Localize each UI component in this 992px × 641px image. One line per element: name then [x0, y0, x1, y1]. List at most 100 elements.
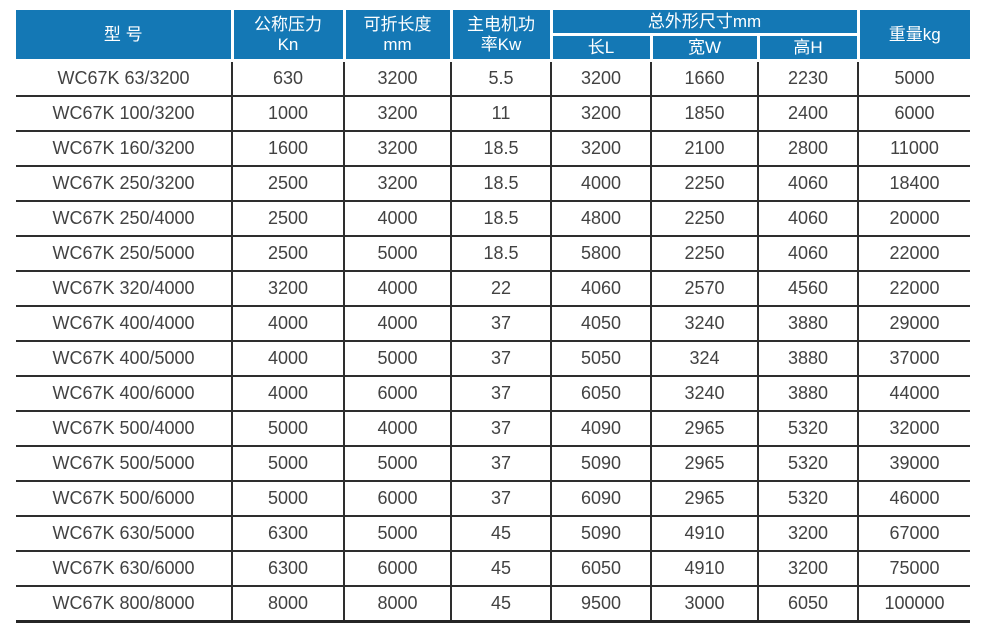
- cell-model: WC67K 800/8000: [16, 586, 232, 623]
- spec-table: 型 号 公称压力 Kn 可折长度 mm 主电机功 率Kw 总外形尺寸mm 重量k…: [16, 10, 971, 623]
- cell-height-h: 4060: [756, 166, 859, 202]
- cell-motor-power-kw: 37: [450, 341, 551, 377]
- cell-width-w: 2100: [650, 131, 758, 167]
- cell-width-w: 2250: [650, 201, 758, 237]
- table-row: WC67K 400/6000 4000 6000 37 6050 3240 38…: [16, 376, 971, 412]
- cell-motor-power-kw: 22: [450, 271, 551, 307]
- cell-motor-power-kw: 5.5: [450, 60, 551, 97]
- cell-pressure-kn: 6300: [231, 516, 344, 552]
- cell-length-l: 6050: [550, 376, 651, 412]
- cell-fold-length-mm: 5000: [343, 341, 451, 377]
- cell-width-w: 2965: [650, 481, 758, 517]
- cell-pressure-kn: 6300: [231, 551, 344, 587]
- cell-height-h: 5320: [756, 481, 859, 517]
- cell-width-w: 324: [650, 341, 758, 377]
- cell-width-w: 4910: [650, 551, 758, 587]
- cell-length-l: 6050: [550, 551, 651, 587]
- cell-width-w: 3240: [650, 376, 758, 412]
- cell-width-w: 1850: [650, 96, 758, 132]
- cell-weight-kg: 5000: [857, 60, 971, 97]
- cell-fold-length-mm: 6000: [343, 376, 451, 412]
- cell-motor-power-kw: 18.5: [450, 236, 551, 272]
- header-row-1: 型 号 公称压力 Kn 可折长度 mm 主电机功 率Kw 总外形尺寸mm 重量k…: [16, 10, 971, 62]
- cell-height-h: 3880: [756, 306, 859, 342]
- header-dimensions-group: 总外形尺寸mm: [549, 10, 860, 36]
- cell-motor-power-kw: 37: [450, 411, 551, 447]
- cell-fold-length-mm: 5000: [343, 236, 451, 272]
- cell-fold-length-mm: 5000: [343, 446, 451, 482]
- cell-fold-length-mm: 8000: [343, 586, 451, 623]
- table-row: WC67K 500/4000 5000 4000 37 4090 2965 53…: [16, 411, 971, 447]
- cell-model: WC67K 250/4000: [16, 201, 232, 237]
- cell-width-w: 2965: [650, 446, 758, 482]
- cell-motor-power-kw: 37: [450, 376, 551, 412]
- cell-length-l: 4050: [550, 306, 651, 342]
- table-row: WC67K 63/3200 630 3200 5.5 3200 1660 223…: [16, 60, 971, 97]
- cell-length-l: 4800: [550, 201, 651, 237]
- cell-model: WC67K 500/6000: [16, 481, 232, 517]
- cell-fold-length-mm: 3200: [343, 131, 451, 167]
- header-motor-power: 主电机功 率Kw: [449, 10, 553, 62]
- cell-pressure-kn: 1000: [231, 96, 344, 132]
- cell-model: WC67K 100/3200: [16, 96, 232, 132]
- cell-length-l: 5090: [550, 446, 651, 482]
- cell-length-l: 3200: [550, 96, 651, 132]
- cell-length-l: 9500: [550, 586, 651, 623]
- header-row-2: 长L 宽W 高H: [16, 33, 970, 62]
- cell-length-l: 5090: [550, 516, 651, 552]
- cell-weight-kg: 18400: [857, 166, 971, 202]
- cell-height-h: 2400: [756, 96, 859, 132]
- cell-model: WC67K 630/6000: [16, 551, 232, 587]
- cell-model: WC67K 630/5000: [16, 516, 232, 552]
- cell-weight-kg: 29000: [857, 306, 971, 342]
- cell-fold-length-mm: 4000: [343, 411, 451, 447]
- cell-pressure-kn: 2500: [231, 166, 344, 202]
- cell-weight-kg: 67000: [857, 516, 971, 552]
- cell-motor-power-kw: 45: [450, 516, 551, 552]
- table-row: WC67K 630/5000 6300 5000 45 5090 4910 32…: [16, 516, 971, 552]
- table-row: WC67K 400/4000 4000 4000 37 4050 3240 38…: [16, 306, 971, 342]
- cell-pressure-kn: 1600: [231, 131, 344, 167]
- table-row: WC67K 500/6000 5000 6000 37 6090 2965 53…: [16, 481, 971, 517]
- cell-pressure-kn: 4000: [231, 306, 344, 342]
- cell-fold-length-mm: 3200: [343, 60, 451, 97]
- cell-pressure-kn: 5000: [231, 446, 344, 482]
- header-fold-length-line2: mm: [383, 34, 412, 54]
- cell-model: WC67K 250/5000: [16, 236, 232, 272]
- cell-width-w: 3000: [650, 586, 758, 623]
- cell-width-w: 1660: [650, 60, 758, 97]
- cell-height-h: 2800: [756, 131, 859, 167]
- cell-pressure-kn: 4000: [231, 341, 344, 377]
- cell-fold-length-mm: 6000: [343, 551, 451, 587]
- header-weight: 重量kg: [856, 10, 971, 62]
- cell-pressure-kn: 2500: [231, 201, 344, 237]
- cell-weight-kg: 44000: [857, 376, 971, 412]
- cell-motor-power-kw: 45: [450, 586, 551, 623]
- table-row: WC67K 800/8000 8000 8000 45 9500 3000 60…: [16, 586, 971, 623]
- cell-height-h: 3200: [756, 516, 859, 552]
- cell-height-h: 3880: [756, 376, 859, 412]
- table-header: 型 号 公称压力 Kn 可折长度 mm 主电机功 率Kw 总外形尺寸mm 重量k…: [16, 10, 971, 62]
- table-row: WC67K 320/4000 3200 4000 22 4060 2570 45…: [16, 271, 971, 307]
- cell-model: WC67K 400/4000: [16, 306, 232, 342]
- table-row: WC67K 100/3200 1000 3200 11 3200 1850 24…: [16, 96, 971, 132]
- cell-height-h: 6050: [756, 586, 859, 623]
- cell-length-l: 5800: [550, 236, 651, 272]
- cell-fold-length-mm: 5000: [343, 516, 451, 552]
- cell-fold-length-mm: 4000: [343, 201, 451, 237]
- cell-motor-power-kw: 37: [450, 481, 551, 517]
- cell-weight-kg: 37000: [857, 341, 971, 377]
- cell-pressure-kn: 630: [231, 60, 344, 97]
- cell-motor-power-kw: 45: [450, 551, 551, 587]
- table-row: WC67K 630/6000 6300 6000 45 6050 4910 32…: [16, 551, 971, 587]
- header-pressure-line2: Kn: [277, 34, 299, 54]
- cell-weight-kg: 20000: [857, 201, 971, 237]
- cell-model: WC67K 160/3200: [16, 131, 232, 167]
- cell-length-l: 4060: [550, 271, 651, 307]
- cell-length-l: 4000: [550, 166, 651, 202]
- cell-height-h: 4060: [756, 201, 859, 237]
- cell-height-h: 5320: [756, 411, 859, 447]
- header-pressure: 公称压力 Kn: [230, 10, 346, 62]
- table-body: WC67K 63/3200 630 3200 5.5 3200 1660 223…: [16, 60, 971, 623]
- table-row: WC67K 250/3200 2500 3200 18.5 4000 2250 …: [16, 166, 971, 202]
